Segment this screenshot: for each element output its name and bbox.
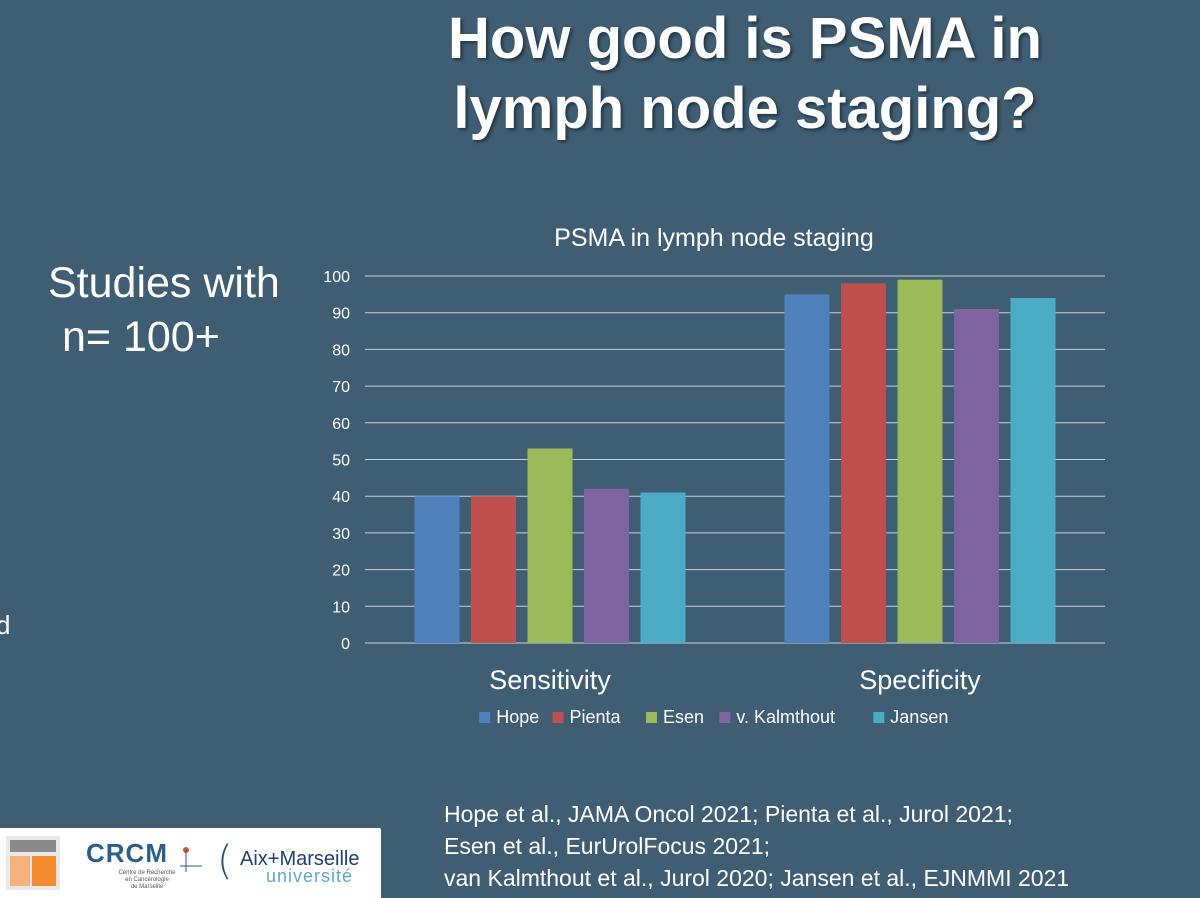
chart-bars	[414, 279, 1056, 643]
legend-swatch	[873, 712, 885, 723]
y-tick-label: 40	[332, 489, 350, 506]
bar-jansen-specificity	[1010, 298, 1056, 643]
bar-pienta-specificity	[841, 283, 886, 643]
x-category-label: Specificity	[859, 665, 981, 695]
legend-swatch	[646, 712, 658, 723]
reference-line: Hope et al., JAMA Oncol 2021; Pienta et …	[444, 801, 1013, 827]
y-axis: 0 10 20 30 40 50 60 70 80 90 100	[323, 269, 350, 653]
bar-chart: PSMA in lymph node staging 0 10 20 30 40 50 60…	[323, 224, 1105, 727]
legend-swatch	[552, 712, 564, 723]
legend-label: Esen	[663, 707, 704, 727]
crcm-logo-subtitle: Centre de Recherche en Cancérologie de M…	[118, 870, 176, 890]
crcm-logo-mark	[180, 847, 202, 872]
crcm-logo-text: CRCM	[86, 838, 168, 868]
slide-title-line-1: How good is PSMA in	[448, 6, 1042, 71]
unicancer-logo	[6, 836, 60, 890]
y-tick-label: 60	[332, 416, 350, 433]
legend-label: Pienta	[570, 707, 622, 727]
chart-title: PSMA in lymph node staging	[554, 224, 874, 252]
legend-swatch	[719, 712, 731, 723]
slide-title-line-2: lymph node staging?	[453, 76, 1037, 141]
y-tick-label: 70	[332, 379, 350, 396]
bar-jansen-sensitivity	[640, 492, 686, 643]
x-axis: Sensitivity Specificity	[489, 665, 981, 695]
y-tick-label: 10	[332, 599, 350, 616]
study-size-line-1: Studies with	[48, 259, 280, 307]
y-tick-label: 30	[332, 526, 350, 543]
reference-line: van Kalmthout et al., Jurol 2020; Jansen…	[444, 865, 1070, 891]
chart-legend: Hope Pienta Esen v. Kalmthout Jansen	[479, 707, 948, 727]
y-tick-label: 100	[323, 269, 350, 286]
y-tick-label: 0	[341, 636, 350, 653]
bar-v-kalmthout-specificity	[954, 309, 999, 643]
reference-line: Esen et al., EurUrolFocus 2021;	[444, 833, 770, 859]
bar-v-kalmthout-sensitivity	[584, 488, 629, 643]
logo-strip: CRCM Centre de Recherche en Cancérologie…	[0, 828, 381, 898]
legend-label: Jansen	[890, 707, 948, 727]
x-category-label: Sensitivity	[489, 665, 611, 695]
study-size-note: Studies with n= 100+	[48, 256, 280, 364]
bar-hope-sensitivity	[414, 496, 460, 643]
y-tick-label: 50	[332, 453, 350, 470]
references: Hope et al., JAMA Oncol 2021; Pienta et …	[444, 798, 1069, 894]
amu-logo-bracket: (	[217, 838, 233, 884]
legend-swatch	[479, 712, 491, 723]
bar-esen-sensitivity	[527, 448, 573, 643]
bar-esen-specificity	[897, 279, 943, 643]
cropped-text-fragment: d	[0, 610, 11, 640]
study-size-line-2: n= 100+	[62, 313, 220, 361]
bar-hope-specificity	[784, 294, 830, 643]
slide-title: How good is PSMA in lymph node staging?	[395, 4, 1095, 144]
y-tick-label: 20	[332, 563, 350, 580]
y-tick-label: 90	[332, 306, 350, 323]
amu-logo-subtitle: université	[266, 866, 354, 886]
legend-label: Hope	[496, 707, 539, 727]
legend-label: v. Kalmthout	[736, 707, 835, 727]
bar-pienta-sensitivity	[471, 496, 516, 643]
amu-logo-text: Aix+Marseille	[240, 848, 360, 870]
y-tick-label: 80	[332, 342, 350, 359]
